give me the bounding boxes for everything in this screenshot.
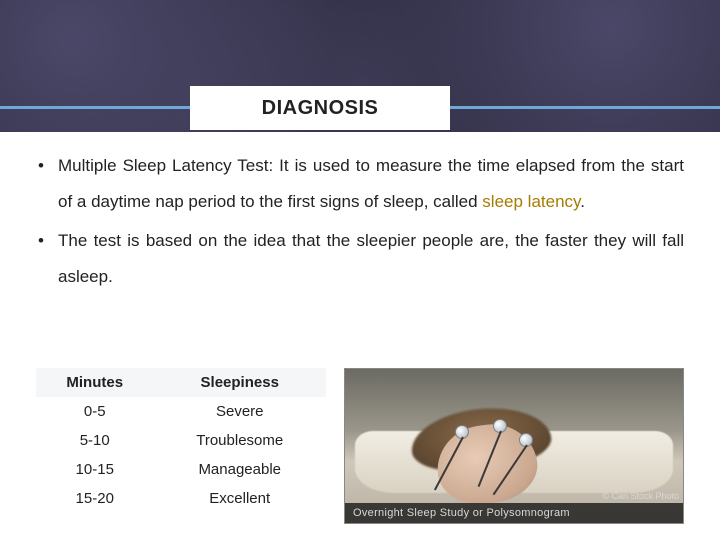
lower-row: Minutes Sleepiness 0-5 Severe 5-10 Troub… [36, 368, 684, 528]
bullet-highlight: sleep latency [482, 192, 580, 211]
image-caption: Overnight Sleep Study or Polysomnogram [345, 503, 683, 523]
table-cell: 15-20 [36, 484, 153, 513]
table-col-header: Sleepiness [153, 368, 326, 397]
table-row: 15-20 Excellent [36, 484, 326, 513]
header-band: DIAGNOSIS [0, 0, 720, 132]
bullet-item: Multiple Sleep Latency Test: It is used … [36, 148, 684, 219]
bullet-body: The test is based on the idea that the s… [58, 231, 684, 286]
table-cell: Manageable [153, 455, 326, 484]
bullet-body-after: . [580, 192, 585, 211]
sleep-study-image: © Can Stock Photo Overnight Sleep Study … [344, 368, 684, 524]
content-area: Multiple Sleep Latency Test: It is used … [36, 148, 684, 299]
table-row: 10-15 Manageable [36, 455, 326, 484]
bullet-item: The test is based on the idea that the s… [36, 223, 684, 294]
page-title: DIAGNOSIS [190, 86, 450, 130]
bullet-lead: Multiple Sleep Latency Test: [58, 156, 279, 175]
table-cell: 5-10 [36, 426, 153, 455]
table-cell: Troublesome [153, 426, 326, 455]
bullet-list: Multiple Sleep Latency Test: It is used … [36, 148, 684, 295]
image-copyright: © Can Stock Photo [602, 491, 679, 501]
table-header-row: Minutes Sleepiness [36, 368, 326, 397]
table-col-header: Minutes [36, 368, 153, 397]
table-row: 5-10 Troublesome [36, 426, 326, 455]
table-cell: Severe [153, 397, 326, 426]
sleepiness-table: Minutes Sleepiness 0-5 Severe 5-10 Troub… [36, 368, 326, 513]
table-cell: 10-15 [36, 455, 153, 484]
table-cell: Excellent [153, 484, 326, 513]
table-cell: 0-5 [36, 397, 153, 426]
table-row: 0-5 Severe [36, 397, 326, 426]
